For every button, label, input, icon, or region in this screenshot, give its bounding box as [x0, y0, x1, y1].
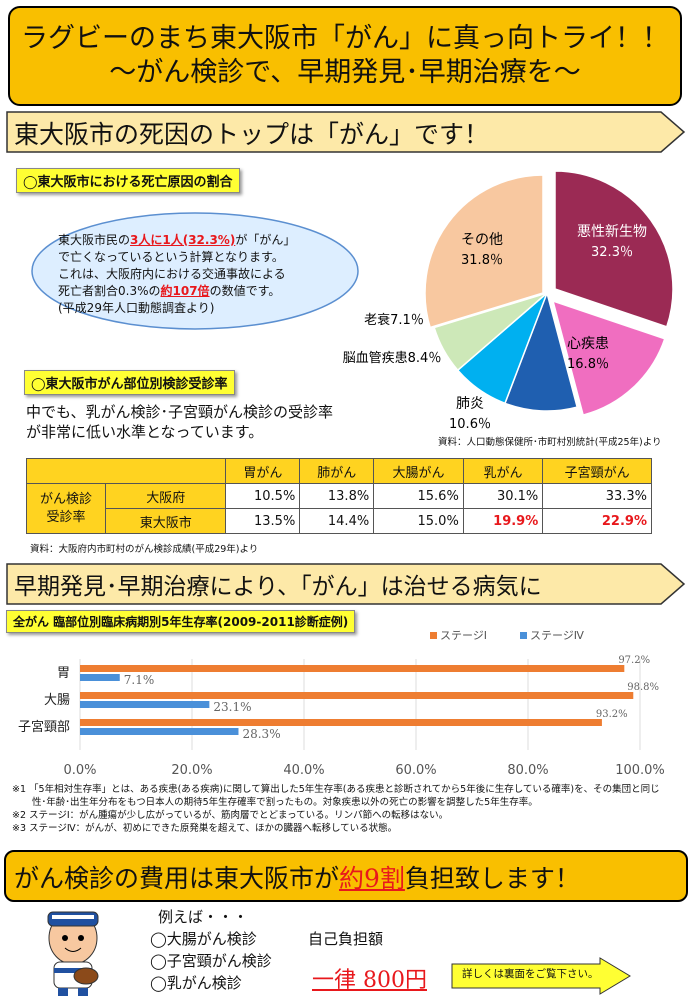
y-category-label: 胃 — [57, 666, 70, 681]
bar — [80, 728, 239, 735]
footnote: ※1 「5年相対生存率」とは、ある疾患(ある疾病)に関して算出した5年生存率(あ… — [12, 784, 660, 795]
section2-heading: 早期発見･早期治療により、「がん」は治せる病気に — [14, 574, 542, 600]
y-category-label: 子宮頸部 — [18, 719, 70, 735]
table-cell: 13.8% — [299, 483, 375, 509]
cost-heading: がん検診の費用は東大阪市が約9割負担致します！ — [14, 864, 580, 893]
x-tick-label: 100.0% — [615, 763, 665, 778]
rugby-mascot-image — [47, 911, 99, 996]
title-line1: ラグビーのまち東大阪市「がん」に真っ向トライ！！ — [21, 23, 669, 54]
pie-label: 老衰7.1％ — [364, 312, 424, 328]
pie-slice — [551, 299, 666, 417]
row-name: 東大阪市 — [104, 508, 227, 534]
table-cell: 30.1% — [462, 483, 544, 509]
screening-lead: 中でも、乳がん検診･子宮頸がん検診の受診率 が非常に低い水準となっています。 — [26, 403, 334, 441]
row-group-header: がん検診 受診率 — [26, 483, 106, 534]
bar — [80, 719, 602, 726]
table-cell: 13.5% — [225, 508, 301, 534]
col-header: 乳がん — [462, 458, 544, 484]
pie-label: 心疾患 — [567, 336, 609, 352]
list-item: ◯子宮頸がん検診 — [150, 952, 272, 970]
table-cell: 33.3% — [542, 483, 652, 509]
footnote: ※2 ステージⅠ：がん腫瘍が少し広がっているが、筋肉層でとどまっている。リンパ節… — [12, 810, 449, 821]
col-header: 子宮頸がん — [542, 458, 652, 484]
table-cell-highlight: 22.9% — [542, 508, 652, 534]
survival-chart-tag: 全がん 臨部位別臨床病期別5年生存率(2009-2011診断症例) — [6, 610, 356, 633]
cost-banner — [4, 850, 688, 902]
pie-label: 肺炎 — [456, 396, 484, 412]
col-header: 大腸がん — [373, 458, 464, 484]
table-cell: 14.4% — [299, 508, 375, 534]
bar — [80, 665, 625, 672]
copay-label: 自己負担額 — [308, 930, 384, 948]
bar-value-label: 98.8% — [627, 682, 659, 693]
list-item: ◯乳がん検診 — [150, 974, 242, 992]
col-header: 肺がん — [299, 458, 375, 484]
y-category-label: 大腸 — [44, 693, 70, 708]
pie-slice — [424, 174, 544, 329]
pie-slice — [504, 290, 579, 412]
cause-of-death-tag: ◯東大阪市における死亡原因の割合 — [16, 168, 240, 193]
pie-value: 16.8％ — [567, 357, 609, 372]
legend-swatch — [520, 632, 527, 639]
price-text: 一律 800円 — [312, 968, 427, 993]
example-label: 例えば・・・ — [158, 908, 249, 926]
cost-emphasis: 約9割 — [339, 864, 405, 893]
death-cause-pie-chart: 悪性新生物 32.3％ 心疾患 16.8％ 肺炎 10.6％ 脳血管疾患8.4％ 老衰7.1％… — [343, 170, 674, 432]
pie-label: その他 — [461, 232, 503, 248]
legend-swatch — [430, 632, 437, 639]
legend-label: ステージⅠ — [440, 629, 487, 642]
table-cell: 10.5% — [225, 483, 301, 509]
bar — [80, 692, 634, 699]
more-info-link[interactable]: 詳しくは裏面をご覧下さい。 — [462, 968, 599, 980]
bar-value-label: 93.2% — [596, 709, 628, 720]
bar — [80, 674, 120, 681]
legend-label: ステージⅣ — [530, 629, 585, 642]
bar-value-label: 23.1% — [213, 700, 251, 714]
pie-value: 32.3％ — [591, 245, 633, 260]
bar-value-label: 28.3% — [242, 727, 280, 741]
footnotes: ※1 「5年相対生存率」とは、ある疾患(ある疾病)に関して算出した5年生存率(あ… — [12, 783, 660, 835]
pie-label: 脳血管疾患8.4％ — [343, 351, 442, 366]
pie-slice — [554, 170, 674, 328]
table-cell-highlight: 19.9% — [462, 508, 544, 534]
callout-text: 東大阪市民の3人に1人(32.3%)が「がん」 で亡くなっているという計算となり… — [58, 233, 296, 315]
title-box: ラグビーのまち東大阪市「がん」に真っ向トライ！！ ～がん検診で、早期発見･早期治… — [8, 6, 682, 106]
section2-banner — [6, 563, 686, 605]
table-cell: 15.6% — [373, 483, 464, 509]
screening-rate-table: 胃がん 肺がん 大腸がん 乳がん 子宮頸がん がん検診 受診率 大阪府 10.5%… — [25, 458, 652, 534]
bar — [80, 701, 210, 708]
section1-banner — [6, 111, 686, 153]
footnote: ※3 ステージⅣ：がんが、初めにできた原発巣を超えて、ほかの臓器へ転移している状… — [12, 823, 398, 834]
table-source: 資料：大阪府内市町村のがん検診成績(平成29年)より — [30, 544, 259, 555]
footnote: 性･年齢･出生年分布をもつ日本人の期待5年生存確率で割ったもの。対象疾患以外の死… — [32, 797, 538, 808]
table-cell: 15.0% — [373, 508, 464, 534]
row-name: 大阪府 — [104, 483, 227, 509]
x-tick-label: 20.0% — [171, 763, 212, 778]
screening-list: ◯大腸がん検診 ◯子宮頸がん検診 ◯乳がん検診 — [150, 928, 272, 994]
pie-label: 悪性新生物 — [577, 224, 647, 240]
x-tick-label: 40.0% — [283, 763, 324, 778]
title-line2: ～がん検診で、早期発見･早期治療を～ — [109, 57, 581, 88]
bar-value-label: 7.1% — [124, 673, 155, 687]
more-info-arrow[interactable] — [450, 956, 634, 996]
pie-value: 31.8％ — [461, 253, 503, 268]
x-tick-label: 80.0% — [507, 763, 548, 778]
survival-bar-chart: ステージⅠ ステージⅣ 0.0% 20.0% 40.0% 60.0% 80.0% 100.0%… — [18, 629, 665, 778]
callout-emphasis-ratio: 3人に1人(32.3%) — [130, 233, 236, 247]
list-item: ◯大腸がん検診 — [150, 930, 257, 948]
pie-source: 資料：人口動態保健所･市町村別統計(平成25年)より — [438, 437, 662, 448]
pie-value: 10.6％ — [449, 417, 491, 432]
screening-rate-tag: ◯東大阪市がん部位別検診受診率 — [24, 370, 235, 395]
x-tick-label: 60.0% — [395, 763, 436, 778]
callout-emphasis-multiple: 約107倍 — [160, 284, 210, 298]
pie-slice — [433, 292, 548, 372]
callout-bubble — [31, 212, 359, 330]
bar-value-label: 97.2% — [618, 655, 650, 666]
section1-heading: 東大阪市の死因のトップは「がん」です！ — [14, 120, 490, 149]
col-header: 胃がん — [225, 458, 301, 484]
x-tick-label: 0.0% — [63, 763, 96, 778]
